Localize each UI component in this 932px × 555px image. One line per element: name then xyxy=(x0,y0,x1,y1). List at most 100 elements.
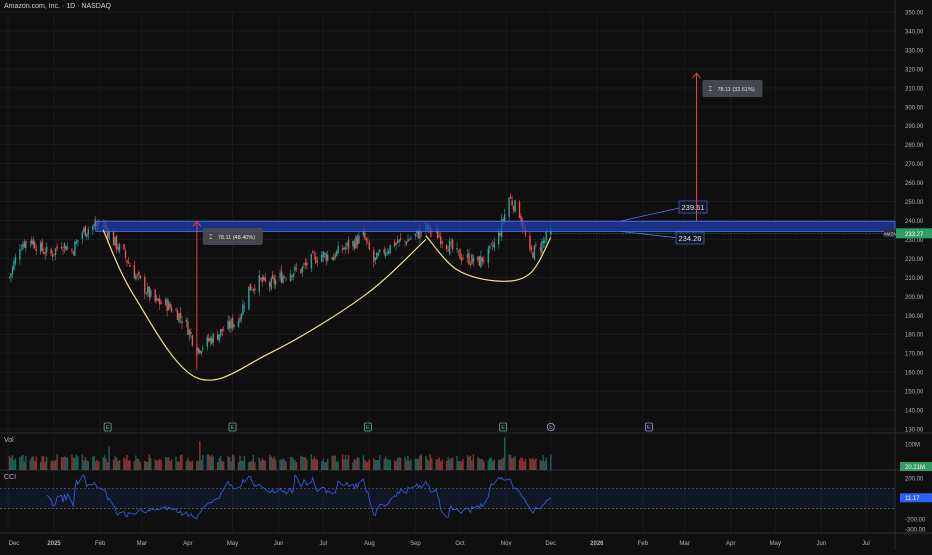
candle-body xyxy=(175,310,177,312)
volume-bar xyxy=(237,462,240,470)
candle-body xyxy=(72,251,75,254)
candle-body xyxy=(542,240,545,244)
measure-arrow-head xyxy=(192,220,202,227)
time-axis-tick-label: Oct xyxy=(455,541,465,547)
volume-bar xyxy=(344,454,347,470)
time-axis-tick-label: Feb xyxy=(638,541,649,547)
candle-body xyxy=(367,241,369,242)
candle-body xyxy=(362,230,365,236)
volume-bar xyxy=(20,456,23,470)
volume-bar xyxy=(115,457,118,470)
volume-bar xyxy=(550,454,552,470)
volume-bar xyxy=(500,459,503,470)
candle-body xyxy=(254,288,256,291)
candle-body xyxy=(514,200,516,212)
volume-bar xyxy=(158,458,161,470)
candle-body xyxy=(242,304,244,315)
candle-body xyxy=(176,310,179,321)
candle-body xyxy=(112,231,115,246)
candle-body xyxy=(118,244,121,252)
volume-bar xyxy=(273,456,275,470)
price-axis-tick-label: 160.00 xyxy=(905,371,924,377)
volume-bar xyxy=(508,454,510,470)
price-axis-tick-label: 210.00 xyxy=(905,276,924,282)
volume-bar xyxy=(489,458,491,470)
candle-body xyxy=(483,259,485,261)
candle-body xyxy=(263,276,265,280)
candle-body xyxy=(135,275,137,280)
candle-body xyxy=(379,249,381,253)
candle-body xyxy=(324,252,326,255)
volume-bar xyxy=(362,455,365,470)
candle-body xyxy=(77,240,79,242)
zone-top-label-box xyxy=(678,200,708,214)
candle-body xyxy=(124,250,127,258)
price-axis-tick-label: 340.00 xyxy=(905,29,924,35)
volume-bar xyxy=(387,460,390,470)
candle-body xyxy=(63,243,66,249)
price-axis-tick-label: 180.00 xyxy=(905,333,924,339)
volume-bar xyxy=(170,459,173,470)
volume-bar xyxy=(44,461,46,470)
zone-bottom-label-box xyxy=(675,231,705,245)
cci-last-value: 11.17 xyxy=(905,496,920,502)
cci-last-box xyxy=(900,493,932,503)
zone-callout-line xyxy=(619,230,680,239)
volume-bar xyxy=(108,446,110,470)
candle-body xyxy=(441,241,443,244)
volume-bar xyxy=(325,461,327,470)
volume-bar xyxy=(355,459,357,470)
candle-body xyxy=(419,229,421,239)
candle-body xyxy=(179,312,182,319)
volume-bar xyxy=(96,459,98,470)
volume-bar xyxy=(374,460,376,470)
volume-bar xyxy=(539,459,542,470)
volume-bar xyxy=(417,459,420,470)
candle-body xyxy=(51,254,54,257)
volume-bar xyxy=(303,457,305,470)
candle-body xyxy=(145,293,147,295)
candle-body xyxy=(498,232,500,245)
candle-body xyxy=(456,248,458,250)
volume-bar xyxy=(181,454,183,470)
volume-bar xyxy=(456,455,458,470)
volume-bar xyxy=(148,454,150,470)
time-axis-tick-label: Mar xyxy=(679,541,689,547)
volume-bar xyxy=(178,461,180,470)
volume-bar xyxy=(282,458,284,470)
volume-bar xyxy=(261,458,263,470)
volume-bar xyxy=(154,459,156,470)
volume-bar xyxy=(499,459,501,470)
volume-bar xyxy=(218,458,220,470)
volume-bar xyxy=(62,457,64,470)
candle-body xyxy=(202,347,204,350)
volume-bar xyxy=(304,456,307,470)
candle-body xyxy=(346,242,348,247)
volume-bar xyxy=(105,458,107,470)
measure-range-icon: ⌶ xyxy=(708,86,712,93)
volume-bar xyxy=(306,459,308,470)
chart-title: Amazon.com, Inc. · 1D · NASDAQ xyxy=(4,3,111,10)
volume-bar xyxy=(337,461,339,470)
candle-body xyxy=(389,244,391,254)
candle-body xyxy=(127,261,130,264)
volume-bar xyxy=(457,461,460,470)
cci-band xyxy=(0,488,895,509)
candle-body xyxy=(487,248,490,264)
candle-body xyxy=(395,243,397,245)
candle-body xyxy=(22,244,24,250)
time-axis-tick-label: Jun xyxy=(817,541,827,547)
volume-bar xyxy=(138,459,140,470)
volume-bar xyxy=(408,461,411,470)
candle-body xyxy=(374,257,376,260)
candle-body xyxy=(239,317,241,322)
candle-body xyxy=(273,277,275,284)
volume-bar xyxy=(219,455,222,470)
candle-body xyxy=(490,243,492,245)
volume-bar xyxy=(503,437,506,470)
earnings-icon-label: E xyxy=(366,425,370,431)
candle-body xyxy=(139,275,142,279)
volume-bar xyxy=(35,456,37,470)
